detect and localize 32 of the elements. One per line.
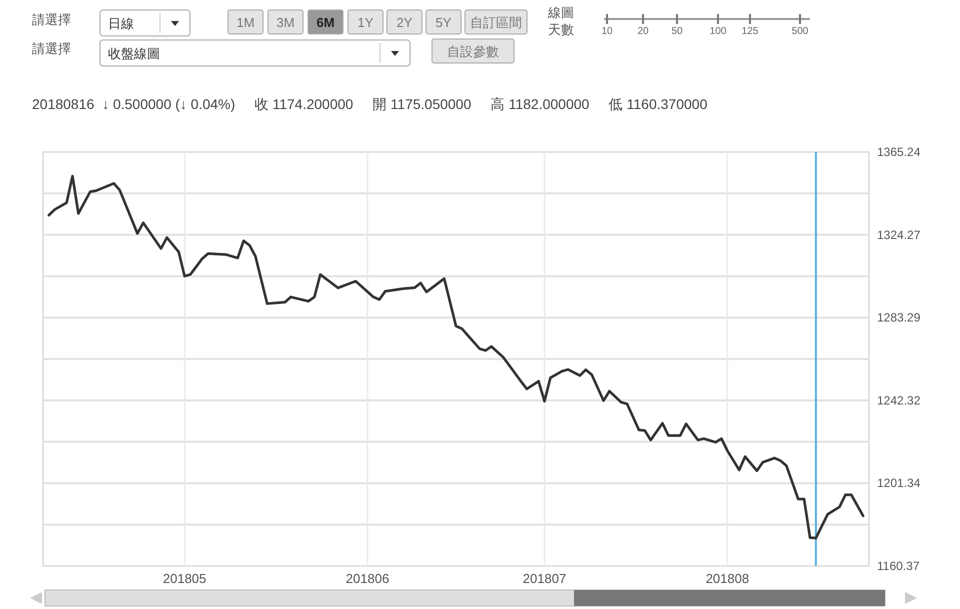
y-tick-label: 1201.34	[877, 476, 921, 490]
text: 自設參數	[447, 44, 499, 59]
y-tick-label: 1283.29	[877, 310, 921, 325]
text: 請選擇	[32, 12, 71, 27]
y-tick-label: 1365.24	[877, 145, 921, 159]
text: 3M	[276, 15, 295, 30]
text: 請選擇	[32, 41, 71, 56]
text: 50	[671, 26, 683, 37]
text: 5Y	[436, 15, 452, 30]
text: 10	[601, 26, 613, 37]
y-tick-label: 1242.32	[877, 393, 921, 408]
x-tick-label: 201807	[522, 571, 566, 586]
x-tick-label: 201806	[346, 571, 390, 586]
chart-subtitle: 20180816 ↓ 0.500000 (↓ 0.04%) 收 1174.200000 開 1175.050000 高 1182.000000 低 1160.370000	[32, 96, 708, 112]
text: 1M	[236, 15, 255, 30]
text: 500	[792, 26, 809, 37]
text: 線圖	[547, 5, 574, 20]
text: 6M	[316, 15, 335, 30]
text: 100	[710, 26, 727, 37]
text: 日線	[108, 16, 134, 31]
text: 1Y	[358, 15, 374, 30]
x-tick-label: 201808	[706, 571, 750, 586]
text: 收盤線圖	[108, 46, 160, 61]
text: 20	[637, 26, 649, 37]
text: 自訂區間	[470, 15, 522, 30]
y-tick-label: 1324.27	[877, 228, 921, 242]
text: 天數	[548, 22, 574, 37]
text: 2Y	[396, 15, 413, 30]
line-series	[48, 174, 864, 540]
y-tick-label: 1160.37	[877, 559, 920, 573]
text: 125	[742, 26, 759, 37]
x-tick-label: 201805	[162, 571, 206, 586]
